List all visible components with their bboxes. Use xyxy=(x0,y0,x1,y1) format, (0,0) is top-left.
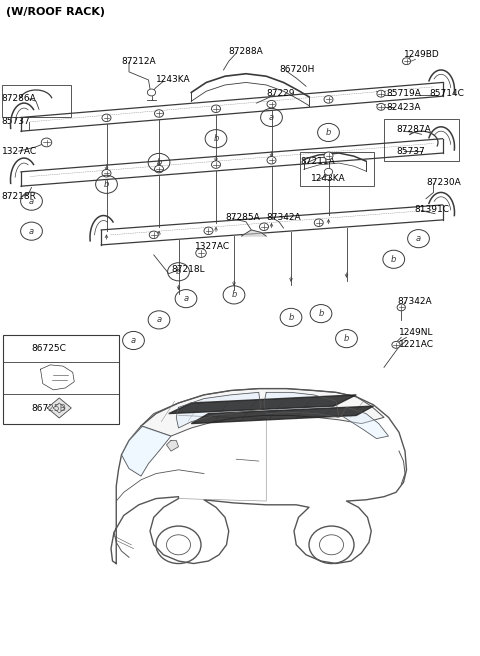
Polygon shape xyxy=(121,426,171,476)
Circle shape xyxy=(267,100,276,108)
Text: 86725C: 86725C xyxy=(32,344,66,353)
Text: b: b xyxy=(344,334,349,343)
Text: a: a xyxy=(156,316,162,324)
Text: 86725B: 86725B xyxy=(32,404,66,413)
Text: a: a xyxy=(29,227,34,236)
Text: b: b xyxy=(156,158,162,167)
Text: b: b xyxy=(231,291,237,299)
Text: 87286A: 87286A xyxy=(1,94,36,103)
Text: 1249BD: 1249BD xyxy=(404,51,439,60)
Polygon shape xyxy=(241,230,266,236)
Polygon shape xyxy=(191,406,373,424)
Circle shape xyxy=(149,231,158,239)
Text: b: b xyxy=(318,309,324,318)
Bar xyxy=(384,119,459,161)
Text: b: b xyxy=(391,255,396,264)
Circle shape xyxy=(377,91,385,97)
Circle shape xyxy=(102,169,111,177)
Text: 86725C: 86725C xyxy=(36,357,71,365)
Text: 87288A: 87288A xyxy=(229,47,264,56)
Text: 87218L: 87218L xyxy=(171,266,204,274)
Bar xyxy=(3,335,119,424)
Polygon shape xyxy=(169,395,356,413)
Text: 1327AC: 1327AC xyxy=(1,147,36,155)
Text: 87218R: 87218R xyxy=(1,192,36,201)
Circle shape xyxy=(204,227,213,235)
Circle shape xyxy=(377,104,385,110)
Circle shape xyxy=(397,304,406,311)
Circle shape xyxy=(102,114,111,121)
Text: a: a xyxy=(183,294,189,303)
Bar xyxy=(1,85,71,117)
Polygon shape xyxy=(167,440,179,451)
Text: 1243KA: 1243KA xyxy=(311,174,346,182)
Polygon shape xyxy=(141,388,384,436)
Text: 87342A: 87342A xyxy=(397,297,432,306)
Text: a: a xyxy=(269,113,274,122)
Text: b: b xyxy=(213,134,219,143)
Text: 85714C: 85714C xyxy=(429,89,464,98)
Text: b: b xyxy=(176,267,181,276)
Circle shape xyxy=(314,219,323,226)
Text: 87342A: 87342A xyxy=(266,213,301,222)
Text: b: b xyxy=(326,128,331,137)
Circle shape xyxy=(324,169,333,175)
Text: 86725B: 86725B xyxy=(36,394,71,403)
Polygon shape xyxy=(264,392,339,417)
Text: 85737: 85737 xyxy=(1,117,30,127)
Text: a: a xyxy=(29,197,34,206)
Text: b: b xyxy=(288,313,294,322)
Circle shape xyxy=(212,105,220,113)
Text: 85719A: 85719A xyxy=(386,89,421,98)
Text: 87230A: 87230A xyxy=(426,178,461,187)
Circle shape xyxy=(196,249,206,257)
Circle shape xyxy=(260,223,268,230)
Text: a: a xyxy=(131,336,136,345)
Circle shape xyxy=(155,165,164,173)
Text: 87287A: 87287A xyxy=(396,125,431,134)
Text: 1249NL: 1249NL xyxy=(399,328,433,337)
Text: 85737: 85737 xyxy=(396,147,425,155)
Text: 87285A: 87285A xyxy=(225,213,260,222)
Text: 1327AC: 1327AC xyxy=(195,242,230,251)
Polygon shape xyxy=(47,398,71,418)
Circle shape xyxy=(402,58,410,65)
Text: 86720H: 86720H xyxy=(279,66,314,75)
Text: b: b xyxy=(14,404,19,413)
Text: 87212A: 87212A xyxy=(121,56,156,66)
Bar xyxy=(300,152,373,186)
Text: 87211A: 87211A xyxy=(300,157,335,166)
Circle shape xyxy=(324,152,333,159)
Text: (W/ROOF RACK): (W/ROOF RACK) xyxy=(6,7,105,18)
Polygon shape xyxy=(341,407,388,439)
Polygon shape xyxy=(176,392,261,428)
Text: 81391C: 81391C xyxy=(414,205,449,214)
Circle shape xyxy=(324,96,333,103)
Text: b: b xyxy=(104,180,109,189)
Circle shape xyxy=(147,89,156,96)
Text: 1243KA: 1243KA xyxy=(156,75,191,85)
Circle shape xyxy=(212,161,220,169)
Text: a: a xyxy=(14,344,19,353)
Circle shape xyxy=(41,138,52,147)
Text: a: a xyxy=(416,234,421,243)
Text: 87229: 87229 xyxy=(266,89,295,98)
Circle shape xyxy=(267,157,276,164)
Circle shape xyxy=(155,110,164,117)
Text: 1221AC: 1221AC xyxy=(399,340,434,350)
Circle shape xyxy=(392,341,400,348)
Text: 82423A: 82423A xyxy=(386,103,421,112)
